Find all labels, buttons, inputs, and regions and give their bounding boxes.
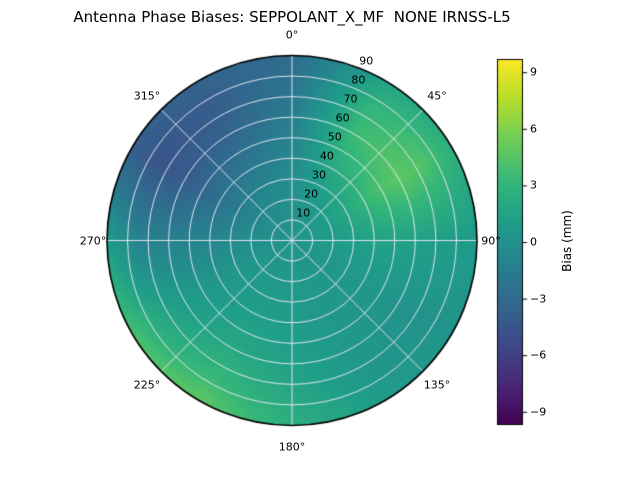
theta-tick-label: 315°: [133, 89, 161, 103]
theta-tick-label: 0°: [285, 28, 299, 41]
theta-tick-label: 90°: [481, 234, 501, 247]
colorbar-tick-label: 3: [530, 178, 537, 192]
colorbar-axis-label: Bias (mm): [560, 210, 574, 272]
radial-tick-label: 80: [351, 73, 366, 87]
theta-tick-label: 225°: [133, 378, 161, 392]
colorbar-tick-label: −6: [530, 348, 547, 362]
radial-tick-label: 90: [359, 54, 374, 68]
colorbar-tick-label: −9: [530, 405, 547, 419]
theta-tick-label: 45°: [427, 89, 447, 103]
radial-tick-label: 20: [304, 187, 319, 201]
radial-tick-label: 10: [296, 206, 311, 220]
radial-tick-label: 40: [319, 149, 334, 163]
radial-tick-label: 30: [312, 168, 327, 182]
theta-tick-label: 270°: [79, 234, 107, 247]
theta-tick-label: 135°: [423, 378, 451, 392]
colorbar-tick-label: 6: [530, 122, 537, 136]
colorbar-tick-label: −3: [530, 292, 547, 306]
radial-tick-label: 60: [335, 111, 350, 125]
theta-tick-label: 180°: [278, 440, 306, 453]
radial-tick-label: 50: [327, 130, 342, 144]
radial-tick-label: 70: [343, 92, 358, 106]
colorbar-tick-label: 9: [530, 65, 537, 79]
colorbar-tick-label: 0: [530, 235, 537, 249]
